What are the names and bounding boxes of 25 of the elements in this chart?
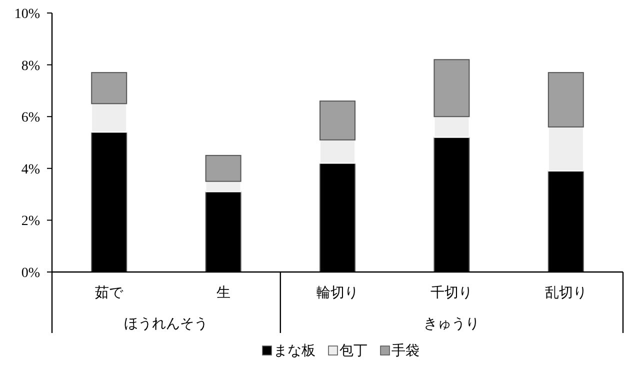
legend-label: まな板 bbox=[274, 343, 316, 359]
bar bbox=[434, 59, 470, 118]
bar bbox=[548, 126, 584, 172]
text: ほうれんそう bbox=[124, 317, 208, 332]
bar bbox=[548, 72, 584, 128]
y-tick-label: 6% bbox=[21, 110, 40, 126]
bar bbox=[434, 116, 470, 138]
bar bbox=[320, 100, 356, 140]
y-tick-label: 8% bbox=[21, 58, 40, 74]
y-tick-label: 2% bbox=[21, 214, 40, 230]
bar bbox=[205, 154, 242, 182]
x-tick-label: 千切り bbox=[430, 285, 473, 301]
y-tick-label: 4% bbox=[21, 162, 40, 178]
bar bbox=[91, 72, 128, 104]
x-tick-label: 乱切り bbox=[544, 285, 587, 301]
y-tick-label: 10% bbox=[14, 7, 40, 22]
bar bbox=[320, 139, 356, 164]
x-tick-label: 茹で bbox=[95, 285, 124, 301]
text: きゅうり bbox=[424, 317, 480, 332]
y-tick-label: 0% bbox=[21, 266, 40, 281]
x-tick-label: 生 bbox=[216, 285, 230, 301]
x-tick-label: 輪切り bbox=[316, 285, 358, 301]
bar bbox=[91, 103, 128, 133]
legend-label: 包丁 bbox=[340, 343, 368, 359]
legend-label: 手袋 bbox=[392, 343, 420, 359]
